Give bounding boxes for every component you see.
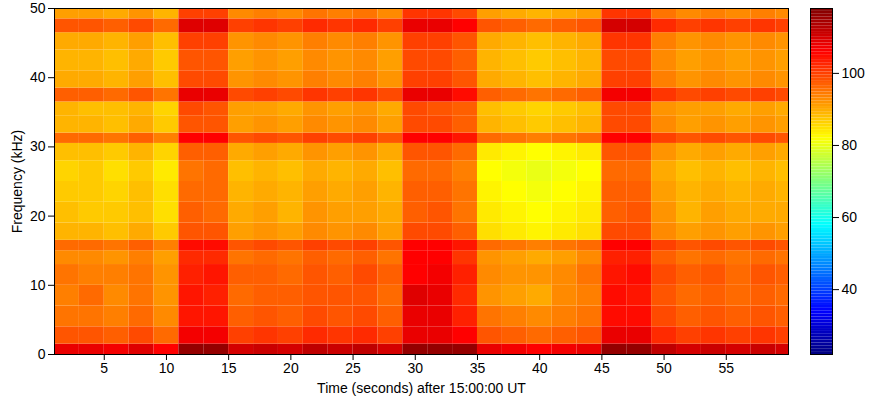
svg-text:5: 5 [100, 360, 108, 376]
svg-text:Time (seconds) after 15:00:00: Time (seconds) after 15:00:00 UT [317, 380, 526, 396]
svg-text:40: 40 [532, 360, 548, 376]
svg-text:30: 30 [30, 138, 46, 154]
svg-text:40: 40 [842, 281, 858, 297]
svg-text:80: 80 [842, 137, 858, 153]
svg-text:10: 10 [159, 360, 175, 376]
svg-text:40: 40 [30, 69, 46, 85]
svg-text:Frequency (kHz): Frequency (kHz) [9, 130, 25, 233]
svg-text:30: 30 [407, 360, 423, 376]
svg-text:50: 50 [656, 360, 672, 376]
svg-text:55: 55 [719, 360, 735, 376]
svg-text:60: 60 [842, 209, 858, 225]
svg-text:10: 10 [30, 277, 46, 293]
svg-text:20: 20 [283, 360, 299, 376]
svg-text:25: 25 [345, 360, 361, 376]
svg-text:45: 45 [594, 360, 610, 376]
svg-text:0: 0 [38, 346, 46, 362]
svg-text:15: 15 [221, 360, 237, 376]
svg-text:20: 20 [30, 208, 46, 224]
svg-text:50: 50 [30, 0, 46, 16]
svg-text:35: 35 [470, 360, 486, 376]
svg-text:100: 100 [842, 65, 866, 81]
